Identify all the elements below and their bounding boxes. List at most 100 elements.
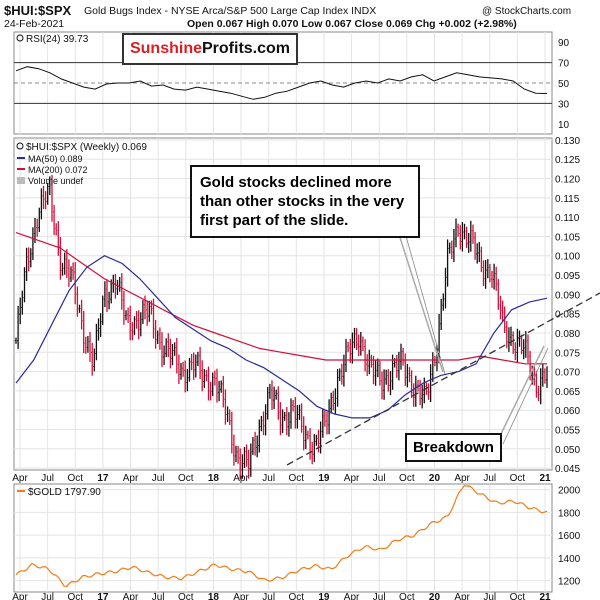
main-y-tick-label: 0.070 — [555, 368, 580, 379]
sunshine-profits-logo: SunshineProfits.com — [122, 33, 298, 65]
chart-date: 24-Feb-2021 — [4, 18, 64, 30]
x-tick-label: Jul — [373, 473, 386, 484]
main-y-tick-label: 0.085 — [555, 310, 580, 321]
callout-line — [394, 221, 444, 373]
breakdown-callout-line-shadow — [502, 347, 549, 445]
x-tick-label: Apr — [233, 592, 249, 600]
callout-line-shadow — [401, 221, 446, 375]
breakdown-callout-line — [496, 345, 545, 443]
x-tick-label: Apr — [233, 473, 249, 484]
main-legend: $HUI:$SPX (Weekly) 0.069 MA(50) 0.089 MA… — [16, 142, 147, 186]
x-tick-label: Oct — [67, 473, 83, 484]
main-y-tick-label: 0.125 — [555, 155, 580, 166]
x-tick-label: Apr — [344, 592, 360, 600]
x-tick-label: Oct — [289, 473, 305, 484]
main-y-tick-label: 0.075 — [555, 348, 580, 359]
main-y-tick-label: 0.095 — [555, 271, 580, 282]
gold-legend: $GOLD 1797.90 — [17, 487, 101, 498]
ma200-legend-label: MA(200) 0.072 — [28, 165, 88, 175]
main-y-tick-label: 0.065 — [555, 387, 580, 398]
rsi-legend-label: RSI(24) 39.73 — [26, 34, 89, 45]
gold-line — [15, 485, 548, 588]
x-tick-label: Jul — [152, 592, 165, 600]
quote-line: Open 0.067 High 0.070 Low 0.067 Close 0.… — [187, 18, 517, 30]
gold-legend-label: $GOLD 1797.90 — [28, 487, 101, 498]
main-y-tick-label: 0.105 — [555, 232, 580, 243]
x-tick-label: Oct — [510, 592, 526, 600]
x-tick-label: Apr — [12, 592, 28, 600]
x-tick-label: 21 — [539, 473, 551, 484]
x-tick-label: Apr — [344, 473, 360, 484]
main-y-tick-label: 0.050 — [555, 445, 580, 456]
rsi-legend: RSI(24) 39.73 — [16, 34, 89, 45]
ma50-line — [15, 255, 548, 419]
support-trendline — [286, 292, 600, 466]
main-y-tick-label: 0.130 — [555, 136, 580, 147]
main-y-tick-label: 0.110 — [555, 213, 580, 224]
rsi-layer — [15, 66, 548, 100]
gold-y-tick-label: 1200 — [558, 577, 581, 588]
x-tick-label: Apr — [454, 592, 470, 600]
main-y-tick-label: 0.100 — [555, 252, 580, 263]
rsi-line — [15, 66, 548, 100]
rsi-y-tick-label: 10 — [558, 120, 570, 131]
ma200-line — [15, 232, 547, 365]
main-y-tick-label: 0.090 — [555, 290, 580, 301]
x-tick-label: Oct — [178, 592, 194, 600]
watermark: @ StockCharts.com — [482, 6, 571, 17]
rsi-y-tick-label: 70 — [558, 59, 570, 70]
x-tick-label: 21 — [539, 592, 551, 600]
x-tick-label: 17 — [97, 473, 109, 484]
price-layer — [14, 174, 548, 480]
x-tick-label: Oct — [399, 473, 415, 484]
x-tick-label: 17 — [97, 592, 109, 600]
ma50-legend-label: MA(50) 0.089 — [28, 154, 83, 164]
x-tick-label: Jul — [41, 592, 54, 600]
chart-symbol: $HUI:$SPX — [4, 3, 72, 18]
main-panel — [13, 137, 553, 471]
legend-marker-icon — [16, 34, 24, 42]
chart-title: Gold Bugs Index - NYSE Arca/S&P 500 Larg… — [84, 5, 376, 17]
gold-layer — [15, 485, 548, 588]
main-y-tick-label: 0.120 — [555, 175, 580, 186]
x-tick-label: Oct — [510, 473, 526, 484]
gridlines — [14, 32, 552, 592]
x-tick-label: Jul — [41, 473, 54, 484]
x-tick-label: Oct — [289, 592, 305, 600]
x-tick-label: Jul — [262, 473, 275, 484]
x-tick-label: Oct — [67, 592, 83, 600]
axis-labels: Apr Apr Jul Jul Oct Oct 17 17 Apr Apr Jul Jul Oct Oct… — [12, 38, 580, 600]
x-tick-label: 20 — [429, 473, 441, 484]
x-tick-label: Apr — [123, 592, 139, 600]
legend-marker-icon — [16, 142, 24, 150]
main-y-tick-label: 0.115 — [555, 194, 580, 205]
x-tick-label: 18 — [208, 473, 220, 484]
x-tick-label: 19 — [318, 473, 330, 484]
gold-y-tick-label: 2000 — [558, 486, 581, 497]
x-tick-label: Jul — [152, 473, 165, 484]
x-tick-label: 19 — [318, 592, 330, 600]
main-y-tick-label: 0.080 — [555, 329, 580, 340]
x-tick-label: 18 — [208, 592, 220, 600]
x-tick-label: Apr — [454, 473, 470, 484]
x-tick-label: Apr — [123, 473, 139, 484]
gold-panel — [13, 483, 553, 593]
volume-legend-label: Volume undef — [28, 176, 84, 186]
main-y-tick-label: 0.045 — [555, 464, 580, 475]
volume-swatch — [17, 177, 25, 184]
main-legend-label: $HUI:$SPX (Weekly) 0.069 — [26, 142, 147, 153]
gold-y-tick-label: 1600 — [558, 531, 581, 542]
x-tick-label: Oct — [399, 592, 415, 600]
rsi-y-tick-label: 50 — [558, 79, 570, 90]
x-tick-label: Jul — [373, 592, 386, 600]
main-y-tick-label: 0.055 — [555, 425, 580, 436]
x-tick-label: Oct — [178, 473, 194, 484]
rsi-y-tick-label: 30 — [558, 99, 570, 110]
annotation-callout: Gold stocks declined more than other sto… — [190, 165, 420, 238]
gold-y-tick-label: 1400 — [558, 554, 581, 565]
gold-y-tick-label: 1800 — [558, 508, 581, 519]
x-tick-label: Jul — [262, 592, 275, 600]
x-tick-label: Jul — [483, 592, 496, 600]
x-tick-label: Jul — [483, 473, 496, 484]
